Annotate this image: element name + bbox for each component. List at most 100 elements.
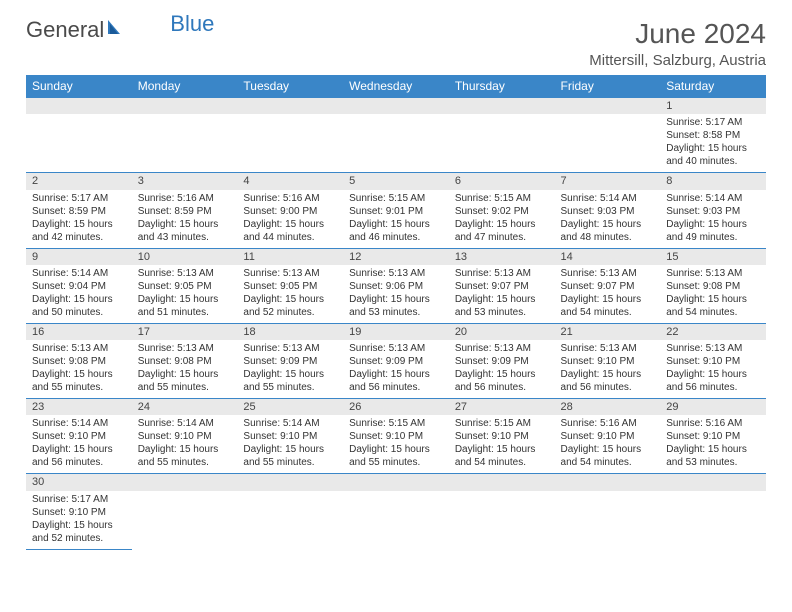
logo-sail-icon bbox=[106, 18, 126, 40]
sunset-text: Sunset: 9:10 PM bbox=[666, 430, 760, 443]
sunrise-text: Sunrise: 5:13 AM bbox=[349, 267, 443, 280]
daylight-text: Daylight: 15 hours and 55 minutes. bbox=[243, 443, 337, 469]
day-number: 10 bbox=[132, 249, 238, 265]
day-number bbox=[26, 98, 132, 114]
sunset-text: Sunset: 9:09 PM bbox=[455, 355, 549, 368]
calendar-cell: 9Sunrise: 5:14 AMSunset: 9:04 PMDaylight… bbox=[26, 248, 132, 323]
day-number: 23 bbox=[26, 399, 132, 415]
calendar-body: 1Sunrise: 5:17 AMSunset: 8:58 PMDaylight… bbox=[26, 98, 766, 550]
logo-text-general: General bbox=[26, 19, 104, 41]
calendar-cell bbox=[343, 98, 449, 173]
calendar-cell: 14Sunrise: 5:13 AMSunset: 9:07 PMDayligh… bbox=[555, 248, 661, 323]
daylight-text: Daylight: 15 hours and 53 minutes. bbox=[349, 293, 443, 319]
logo: General Blue bbox=[26, 18, 214, 42]
day-header: Wednesday bbox=[343, 75, 449, 98]
day-number bbox=[449, 98, 555, 114]
day-details: Sunrise: 5:16 AMSunset: 9:10 PMDaylight:… bbox=[555, 415, 661, 473]
sunrise-text: Sunrise: 5:16 AM bbox=[138, 192, 232, 205]
daylight-text: Daylight: 15 hours and 55 minutes. bbox=[349, 443, 443, 469]
day-details: Sunrise: 5:14 AMSunset: 9:04 PMDaylight:… bbox=[26, 265, 132, 323]
day-number bbox=[343, 98, 449, 114]
page-header: General Blue June 2024 Mittersill, Salzb… bbox=[26, 18, 766, 69]
calendar-cell bbox=[449, 474, 555, 549]
sunset-text: Sunset: 9:10 PM bbox=[666, 355, 760, 368]
day-number: 4 bbox=[237, 173, 343, 189]
calendar-cell: 8Sunrise: 5:14 AMSunset: 9:03 PMDaylight… bbox=[660, 173, 766, 248]
sunset-text: Sunset: 9:05 PM bbox=[138, 280, 232, 293]
day-number: 27 bbox=[449, 399, 555, 415]
logo-text-blue: Blue bbox=[170, 13, 214, 35]
sunset-text: Sunset: 9:06 PM bbox=[349, 280, 443, 293]
sunrise-text: Sunrise: 5:13 AM bbox=[455, 267, 549, 280]
calendar-cell: 30Sunrise: 5:17 AMSunset: 9:10 PMDayligh… bbox=[26, 474, 132, 549]
sunrise-text: Sunrise: 5:17 AM bbox=[32, 493, 126, 506]
sunrise-text: Sunrise: 5:13 AM bbox=[561, 267, 655, 280]
calendar-cell: 25Sunrise: 5:14 AMSunset: 9:10 PMDayligh… bbox=[237, 399, 343, 474]
calendar-week-row: 23Sunrise: 5:14 AMSunset: 9:10 PMDayligh… bbox=[26, 399, 766, 474]
sunset-text: Sunset: 9:10 PM bbox=[561, 355, 655, 368]
sunset-text: Sunset: 9:08 PM bbox=[666, 280, 760, 293]
sunrise-text: Sunrise: 5:14 AM bbox=[666, 192, 760, 205]
day-number: 7 bbox=[555, 173, 661, 189]
calendar-cell: 29Sunrise: 5:16 AMSunset: 9:10 PMDayligh… bbox=[660, 399, 766, 474]
calendar-cell: 24Sunrise: 5:14 AMSunset: 9:10 PMDayligh… bbox=[132, 399, 238, 474]
daylight-text: Daylight: 15 hours and 47 minutes. bbox=[455, 218, 549, 244]
calendar-cell: 16Sunrise: 5:13 AMSunset: 9:08 PMDayligh… bbox=[26, 323, 132, 398]
daylight-text: Daylight: 15 hours and 51 minutes. bbox=[138, 293, 232, 319]
calendar-cell: 11Sunrise: 5:13 AMSunset: 9:05 PMDayligh… bbox=[237, 248, 343, 323]
day-details: Sunrise: 5:15 AMSunset: 9:10 PMDaylight:… bbox=[449, 415, 555, 473]
sunrise-text: Sunrise: 5:13 AM bbox=[666, 342, 760, 355]
calendar-cell bbox=[449, 98, 555, 173]
day-details: Sunrise: 5:14 AMSunset: 9:03 PMDaylight:… bbox=[660, 190, 766, 248]
sunrise-text: Sunrise: 5:14 AM bbox=[32, 267, 126, 280]
calendar-table: SundayMondayTuesdayWednesdayThursdayFrid… bbox=[26, 75, 766, 550]
sunrise-text: Sunrise: 5:14 AM bbox=[138, 417, 232, 430]
daylight-text: Daylight: 15 hours and 48 minutes. bbox=[561, 218, 655, 244]
calendar-cell bbox=[26, 98, 132, 173]
sunset-text: Sunset: 8:59 PM bbox=[138, 205, 232, 218]
sunset-text: Sunset: 9:09 PM bbox=[243, 355, 337, 368]
daylight-text: Daylight: 15 hours and 52 minutes. bbox=[32, 519, 126, 545]
calendar-cell: 28Sunrise: 5:16 AMSunset: 9:10 PMDayligh… bbox=[555, 399, 661, 474]
day-details: Sunrise: 5:15 AMSunset: 9:01 PMDaylight:… bbox=[343, 190, 449, 248]
day-number: 17 bbox=[132, 324, 238, 340]
calendar-week-row: 30Sunrise: 5:17 AMSunset: 9:10 PMDayligh… bbox=[26, 474, 766, 549]
sunset-text: Sunset: 9:10 PM bbox=[561, 430, 655, 443]
daylight-text: Daylight: 15 hours and 55 minutes. bbox=[243, 368, 337, 394]
sunset-text: Sunset: 9:04 PM bbox=[32, 280, 126, 293]
daylight-text: Daylight: 15 hours and 55 minutes. bbox=[138, 443, 232, 469]
day-details: Sunrise: 5:13 AMSunset: 9:07 PMDaylight:… bbox=[555, 265, 661, 323]
day-header: Monday bbox=[132, 75, 238, 98]
sunrise-text: Sunrise: 5:17 AM bbox=[32, 192, 126, 205]
calendar-cell: 10Sunrise: 5:13 AMSunset: 9:05 PMDayligh… bbox=[132, 248, 238, 323]
day-number: 19 bbox=[343, 324, 449, 340]
sunset-text: Sunset: 9:03 PM bbox=[561, 205, 655, 218]
daylight-text: Daylight: 15 hours and 55 minutes. bbox=[138, 368, 232, 394]
calendar-cell: 27Sunrise: 5:15 AMSunset: 9:10 PMDayligh… bbox=[449, 399, 555, 474]
day-details: Sunrise: 5:13 AMSunset: 9:08 PMDaylight:… bbox=[26, 340, 132, 398]
day-number: 20 bbox=[449, 324, 555, 340]
day-number: 22 bbox=[660, 324, 766, 340]
calendar-week-row: 1Sunrise: 5:17 AMSunset: 8:58 PMDaylight… bbox=[26, 98, 766, 173]
sunset-text: Sunset: 9:01 PM bbox=[349, 205, 443, 218]
location-text: Mittersill, Salzburg, Austria bbox=[589, 52, 766, 69]
sunset-text: Sunset: 8:58 PM bbox=[666, 129, 760, 142]
calendar-cell bbox=[343, 474, 449, 549]
daylight-text: Daylight: 15 hours and 54 minutes. bbox=[561, 443, 655, 469]
calendar-cell: 7Sunrise: 5:14 AMSunset: 9:03 PMDaylight… bbox=[555, 173, 661, 248]
day-details: Sunrise: 5:15 AMSunset: 9:10 PMDaylight:… bbox=[343, 415, 449, 473]
calendar-cell: 6Sunrise: 5:15 AMSunset: 9:02 PMDaylight… bbox=[449, 173, 555, 248]
daylight-text: Daylight: 15 hours and 52 minutes. bbox=[243, 293, 337, 319]
sunset-text: Sunset: 9:03 PM bbox=[666, 205, 760, 218]
sunset-text: Sunset: 9:10 PM bbox=[455, 430, 549, 443]
day-number bbox=[660, 474, 766, 490]
day-number bbox=[237, 98, 343, 114]
calendar-cell bbox=[555, 98, 661, 173]
day-number: 24 bbox=[132, 399, 238, 415]
day-number: 14 bbox=[555, 249, 661, 265]
day-details: Sunrise: 5:14 AMSunset: 9:10 PMDaylight:… bbox=[237, 415, 343, 473]
daylight-text: Daylight: 15 hours and 56 minutes. bbox=[349, 368, 443, 394]
calendar-cell: 21Sunrise: 5:13 AMSunset: 9:10 PMDayligh… bbox=[555, 323, 661, 398]
day-number bbox=[132, 98, 238, 114]
sunset-text: Sunset: 9:10 PM bbox=[349, 430, 443, 443]
